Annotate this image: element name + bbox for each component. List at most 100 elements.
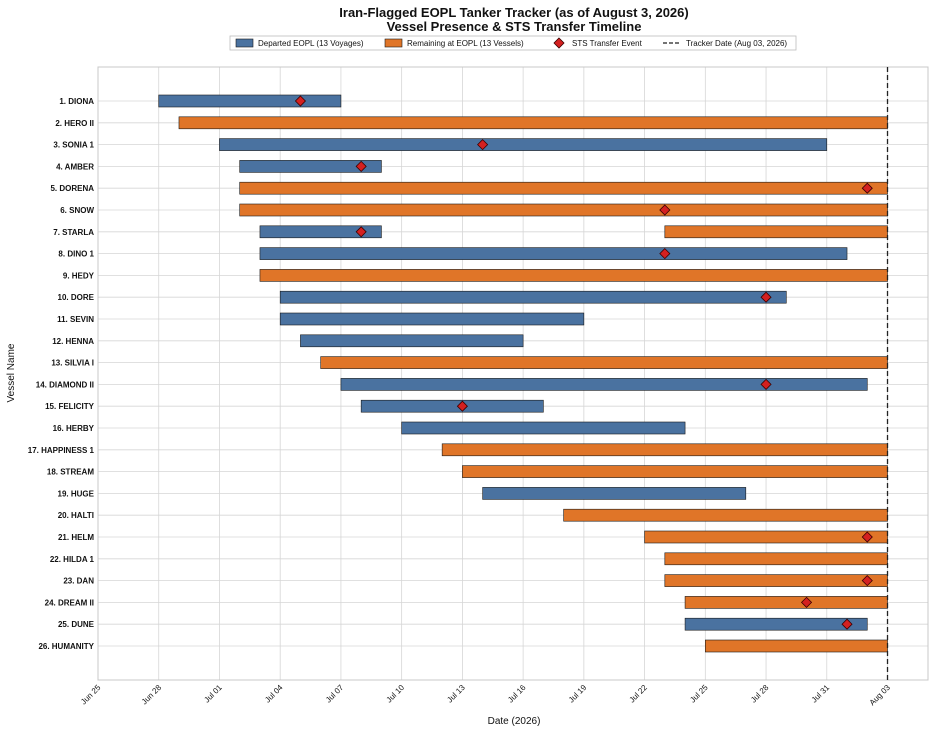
x-tick-label: Jul 13 bbox=[445, 683, 467, 705]
vessel-label: 7. STARLA bbox=[53, 228, 94, 237]
remaining-bar bbox=[239, 181, 888, 195]
vessel-label: 11. SEVIN bbox=[57, 315, 94, 324]
chart-title: Iran-Flagged EOPL Tanker Tracker (as of … bbox=[339, 5, 688, 20]
remaining-bar bbox=[178, 116, 888, 130]
vessel-label: 17. HAPPINESS 1 bbox=[28, 446, 95, 455]
departed-bar bbox=[259, 225, 382, 239]
sts-marker bbox=[861, 531, 873, 543]
departed-bar bbox=[279, 290, 787, 304]
x-tick-label: Jul 16 bbox=[506, 683, 528, 705]
vessel-label: 25. DUNE bbox=[58, 620, 95, 629]
remaining-bar bbox=[320, 356, 888, 369]
sts-marker bbox=[659, 248, 671, 260]
vessel-label: 20. HALTI bbox=[58, 511, 94, 520]
sts-marker bbox=[800, 596, 813, 608]
chart-subtitle: Vessel Presence & STS Transfer Timeline bbox=[387, 19, 642, 34]
x-tick-label: Jul 22 bbox=[628, 683, 650, 705]
x-tick-label: Jul 07 bbox=[324, 683, 346, 705]
remaining-bar bbox=[664, 225, 888, 239]
legend-box bbox=[229, 35, 797, 51]
departed-bar bbox=[239, 160, 382, 173]
remaining-bar bbox=[684, 596, 888, 609]
x-tick-label: Jun 25 bbox=[79, 683, 103, 707]
x-axis-label: Date (2026) bbox=[488, 716, 541, 727]
departed-legend-swatch bbox=[235, 38, 254, 48]
vessel-label: 15. FELICITY bbox=[45, 402, 95, 411]
vessel-label: 12. HENNA bbox=[52, 337, 94, 346]
vessel-label: 2. HERO II bbox=[55, 119, 94, 128]
x-tick-label: Jul 19 bbox=[567, 683, 589, 705]
vessel-label: 16. HERBY bbox=[53, 424, 95, 433]
vessel-label: 10. DORE bbox=[58, 293, 95, 302]
x-tick-label: Jul 01 bbox=[202, 683, 224, 705]
vessel-label: 18. STREAM bbox=[47, 468, 94, 477]
departed-bar bbox=[158, 94, 342, 108]
remaining-bar bbox=[462, 465, 888, 478]
sts-marker bbox=[355, 160, 367, 172]
departed-bar bbox=[300, 334, 524, 348]
vessel-label: 5. DORENA bbox=[50, 184, 94, 193]
remaining-bar bbox=[664, 574, 888, 587]
vessel-label: 22. HILDA 1 bbox=[50, 555, 95, 564]
sts-marker bbox=[456, 400, 468, 412]
y-axis-label: Vessel Name bbox=[6, 343, 17, 402]
vessel-label: 24. DREAM II bbox=[45, 598, 94, 607]
x-tick-label: Jul 10 bbox=[385, 683, 407, 705]
vessel-label: 26. HUMANITY bbox=[38, 642, 94, 651]
sts-marker bbox=[355, 226, 367, 238]
departed-bar bbox=[279, 312, 585, 326]
vessel-label: 1. DIONA bbox=[59, 97, 94, 106]
vessel-label: 13. SILVIA I bbox=[51, 359, 94, 368]
remaining-bar bbox=[664, 552, 888, 566]
vessel-label: 9. HEDY bbox=[63, 271, 95, 280]
remaining-bar bbox=[259, 269, 888, 282]
x-tick-label: Jun 28 bbox=[140, 683, 164, 707]
sts-marker bbox=[294, 95, 307, 107]
departed-bar bbox=[360, 399, 544, 413]
x-tick-label: Jul 04 bbox=[263, 683, 285, 705]
x-tick-label: Jul 25 bbox=[688, 683, 710, 705]
legend: Departed EOPL (13 Voyages) Remaining at E… bbox=[229, 35, 797, 51]
x-tick-label: Jul 31 bbox=[810, 683, 832, 705]
vessel-label: 19. HUGE bbox=[58, 489, 95, 498]
remaining-bar bbox=[705, 639, 888, 653]
remaining-bar bbox=[644, 530, 888, 544]
sts-marker bbox=[760, 291, 772, 303]
x-tick-label: Jul 28 bbox=[749, 683, 771, 705]
plot-area bbox=[98, 67, 928, 680]
vessel-label: 3. SONIA 1 bbox=[53, 141, 94, 150]
vessel-label: 8. DINO 1 bbox=[58, 250, 94, 259]
vessel-label: 14. DIAMOND II bbox=[36, 380, 94, 389]
sts-markers bbox=[294, 95, 873, 630]
departed-bar bbox=[219, 138, 828, 151]
axes: Jun 25 Jun 28 Jul 01 Jul 04 Jul 07 Jul 10 Jul … bbox=[28, 66, 929, 708]
vessel-label: 4. AMBER bbox=[56, 162, 94, 171]
remaining-bar bbox=[563, 508, 888, 522]
sts-marker bbox=[861, 575, 873, 587]
bars bbox=[158, 94, 888, 653]
departed-legend-label: Departed EOPL (13 Voyages) bbox=[258, 39, 364, 48]
plot-frame bbox=[97, 66, 929, 681]
departed-bar bbox=[684, 617, 868, 631]
sts-marker bbox=[760, 378, 772, 390]
sts-legend-label: STS Transfer Event bbox=[572, 39, 643, 48]
remaining-bar bbox=[441, 443, 888, 457]
departed-bar bbox=[259, 247, 848, 260]
gridlines bbox=[97, 67, 928, 680]
remaining-legend-label: Remaining at EOPL (13 Vessels) bbox=[407, 39, 524, 48]
tracker-legend-label: Tracker Date (Aug 03, 2026) bbox=[686, 39, 787, 48]
remaining-legend-swatch bbox=[384, 38, 403, 48]
departed-bar bbox=[340, 378, 868, 391]
sts-marker bbox=[659, 204, 671, 216]
vessel-label: 21. HELM bbox=[58, 533, 94, 542]
sts-marker bbox=[841, 618, 853, 630]
vessel-label: 23. DAN bbox=[63, 577, 94, 586]
sts-marker bbox=[861, 182, 873, 194]
sts-legend-swatch bbox=[553, 37, 565, 49]
vessel-label: 6. SNOW bbox=[60, 206, 94, 215]
x-tick-label: Aug 03 bbox=[868, 683, 893, 708]
departed-bar bbox=[482, 487, 747, 500]
sts-marker bbox=[477, 139, 489, 151]
